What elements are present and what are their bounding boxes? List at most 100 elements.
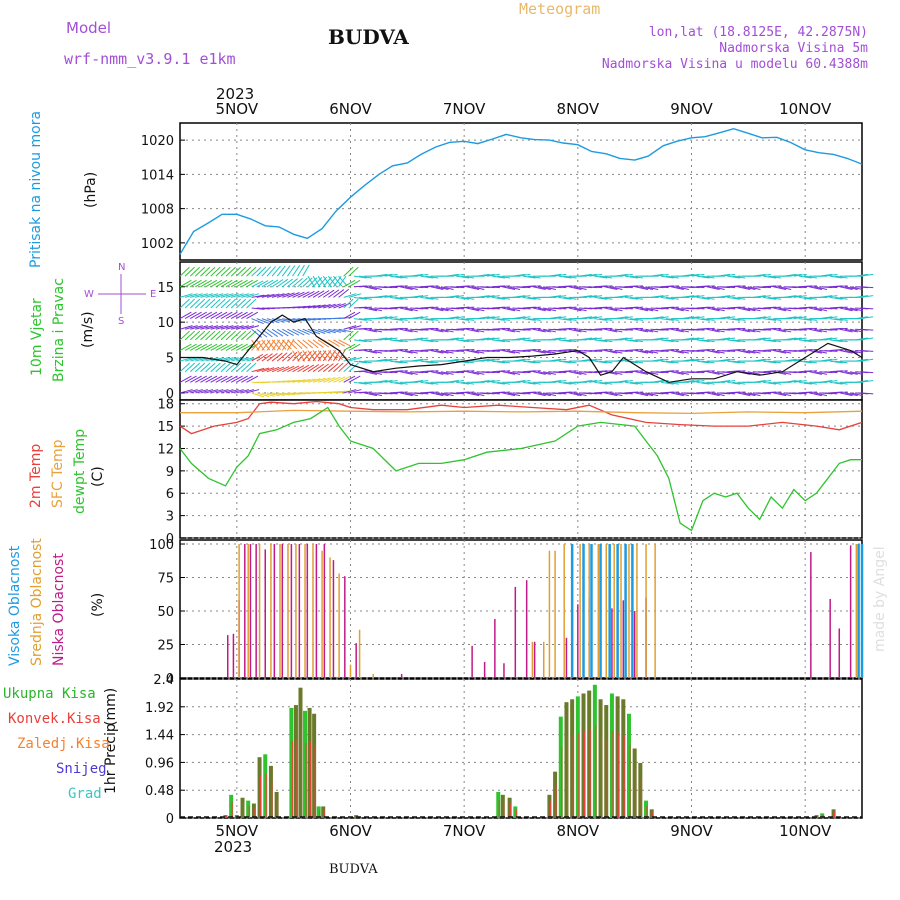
wind-arrow (261, 367, 275, 373)
wind-arrow (404, 349, 418, 354)
wind-arrow (461, 349, 475, 351)
wind-arrow (798, 339, 812, 343)
wind-arrow (711, 392, 725, 397)
y-tick-label: 1.44 (145, 729, 174, 744)
wind-arrow (742, 392, 756, 397)
wind-arrow (558, 275, 572, 279)
wind-arrow (655, 273, 669, 277)
wind-arrow (486, 358, 500, 362)
wind-arrow (829, 275, 843, 279)
wind-arrow (323, 377, 336, 383)
wind-arrow (322, 363, 334, 373)
wind-arrow (849, 307, 863, 312)
wind-arrow (507, 392, 521, 397)
wind-arrow (215, 279, 228, 288)
precip-bar (553, 771, 558, 818)
wind-arrow (476, 358, 490, 362)
y-tick-label: 5 (166, 352, 174, 367)
wind-arrow (798, 296, 812, 300)
wind-arrow (466, 286, 480, 290)
precip-bar (581, 693, 586, 818)
wind-arrow (609, 349, 623, 354)
wind-arrow (517, 316, 531, 320)
precip-bar (263, 754, 268, 818)
wind-arrow (210, 362, 221, 373)
wind-arrow (358, 296, 372, 300)
wind-arrow (384, 349, 398, 352)
wind-arrow (271, 366, 285, 373)
wind-arrow (670, 349, 684, 354)
wind-arrow (481, 316, 495, 320)
wind-arrow (691, 392, 705, 395)
wind-arrow (195, 266, 206, 277)
wind-arrow (486, 349, 500, 352)
wind-arrow (696, 318, 710, 321)
wind-arrow (235, 330, 247, 341)
wind-arrow (374, 316, 388, 320)
wind-arrow (757, 273, 771, 277)
wind-arrow (251, 392, 265, 398)
wind-arrow (691, 316, 705, 320)
wind-arrow (773, 371, 787, 375)
wind-arrow (589, 328, 603, 331)
wind-arrow (445, 380, 459, 383)
wind-arrow (225, 389, 239, 394)
wind-arrow (353, 318, 367, 321)
wind-arrow (261, 293, 275, 298)
wind-arrow (236, 325, 249, 330)
wind-arrow (256, 280, 269, 288)
wind-arrow (179, 357, 193, 362)
wind-arrow (241, 279, 253, 288)
x-tick-label-bottom: 7NOV (443, 822, 486, 840)
wind-arrow (640, 392, 654, 397)
wind-arrow (793, 328, 807, 331)
wind-arrow (757, 349, 771, 352)
wind-arrow (302, 264, 310, 277)
wind-arrow (553, 273, 567, 277)
precip-bar (289, 707, 294, 818)
wind-arrow (210, 293, 224, 298)
wind-arrow (691, 307, 705, 310)
wind-arrow (711, 328, 725, 333)
wind-arrow (783, 295, 797, 298)
precip-bar (316, 806, 321, 818)
panel-frame (179, 539, 863, 679)
wind-arrow (834, 391, 848, 394)
wind-arrow (348, 311, 361, 320)
wind-arrow (461, 275, 475, 279)
wind-arrow (195, 325, 208, 330)
wind-arrow (312, 363, 324, 373)
wind-arrow (425, 318, 439, 321)
wind-arrow (543, 307, 556, 312)
wind-arrow (834, 275, 848, 279)
wind-arrow (184, 266, 195, 277)
model-label: Model (66, 19, 112, 37)
wind-arrow (594, 360, 608, 364)
wind-arrow (665, 391, 679, 394)
wind-arrow (246, 362, 257, 373)
wind-arrow (461, 391, 475, 394)
wind-arrow (430, 328, 444, 333)
wind-arrow (701, 306, 715, 309)
wind-arrow (619, 316, 633, 320)
wind-arrow (184, 293, 198, 298)
wind-arrow (215, 362, 226, 373)
wind-arrow (717, 316, 731, 320)
wind-arrow (512, 295, 526, 298)
wind-arrow (251, 307, 265, 310)
wind-arrow (604, 328, 618, 333)
wind-arrow (491, 275, 505, 279)
wind-arrow (497, 339, 511, 343)
wind-arrow (379, 273, 393, 277)
wind-arrow (220, 375, 233, 383)
wind-arrow (451, 328, 465, 331)
wind-arrow (486, 337, 500, 341)
wind-arrow (497, 285, 511, 288)
wind-arrow (548, 358, 562, 362)
wind-arrow (701, 391, 715, 394)
wind-arrow (491, 381, 505, 385)
wind-arrow (451, 295, 465, 298)
precip-bar (303, 710, 308, 818)
wind-arrow (517, 286, 531, 289)
wind-arrow (855, 273, 869, 277)
